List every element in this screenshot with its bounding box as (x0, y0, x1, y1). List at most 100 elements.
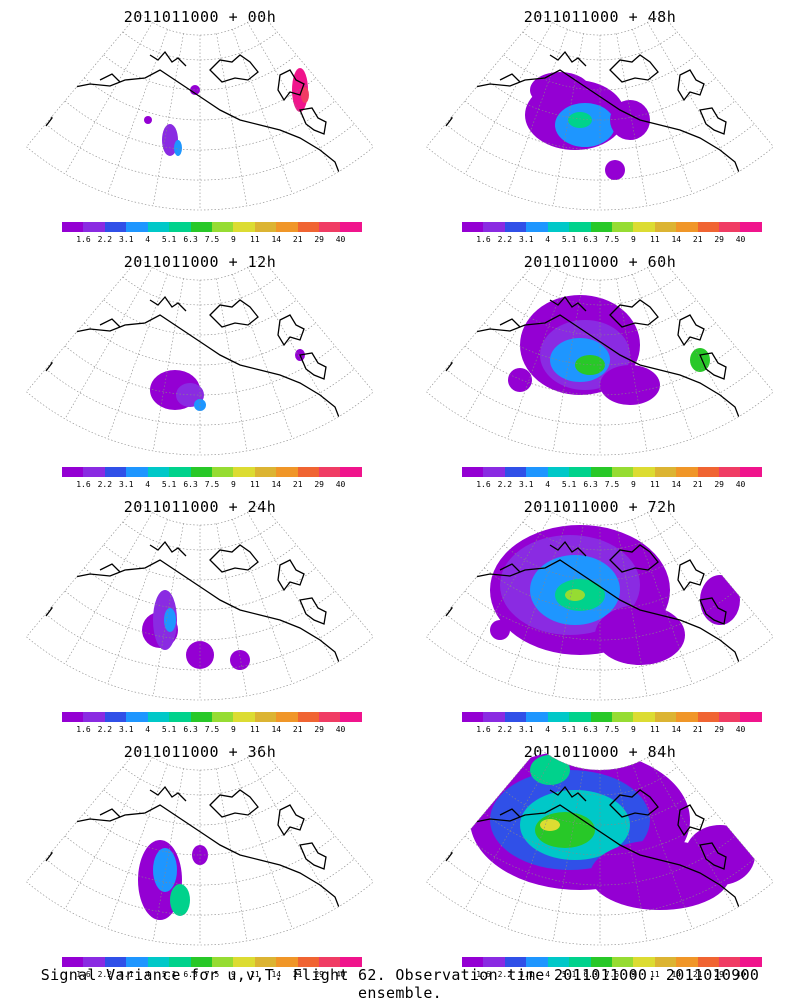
colorbar-swatch (504, 957, 527, 967)
coastline-segment (277, 314, 305, 347)
variance-contour (605, 160, 625, 180)
colorbar-swatch (276, 222, 298, 232)
coastline-segment (699, 842, 727, 870)
colorbar-swatch (633, 712, 655, 722)
panel-title: 2011011000 + 60h (523, 253, 677, 271)
meridian-line (107, 29, 168, 194)
colorbar-swatch (83, 467, 105, 477)
colorbar (462, 222, 762, 232)
colorbar-swatch (526, 957, 548, 967)
colorbar-tick-label: 11 (250, 970, 260, 979)
meridian-line (247, 512, 336, 664)
colorbar-swatch (190, 957, 212, 967)
colorbar-tick-label: 21 (292, 970, 303, 979)
meridian-line (107, 764, 168, 929)
colorbar-swatch (340, 712, 362, 722)
meridian-line (107, 519, 168, 684)
colorbar-tick-label: 14 (671, 725, 682, 734)
panel-title: 2011011000 + 84h (523, 743, 677, 761)
colorbar-tick-label: 4 (145, 480, 151, 489)
colorbar-swatch (462, 467, 484, 477)
colorbar-tick-label: 9 (631, 725, 636, 734)
coastline-segment (99, 73, 121, 83)
meridian-line (26, 747, 140, 882)
parallel-line (445, 858, 755, 916)
meridian-line (507, 29, 568, 194)
panel-title: 2011011000 + 24h (123, 498, 277, 516)
parallel-line (122, 276, 278, 306)
colorbar-tick-label: 6.3 (583, 970, 598, 979)
map-plot (426, 12, 774, 211)
colorbar (462, 467, 762, 477)
meridian-line (660, 747, 774, 882)
meridian-line (552, 523, 584, 696)
colorbar-tick-label: 3.1 (519, 970, 534, 979)
meridian-line (507, 274, 568, 439)
colorbar-swatch (483, 222, 505, 232)
coastline-segment (209, 299, 259, 328)
colorbar-swatch (697, 467, 720, 477)
parallel-line (503, 54, 697, 91)
colorbar-tick-label: 1.6 (476, 970, 491, 979)
parallel-line (538, 12, 662, 36)
colorbar-tick-label: 29 (714, 725, 724, 734)
colorbar-swatch (211, 222, 234, 232)
parallel-line (26, 146, 374, 211)
colorbar-tick-label: 1.6 (476, 725, 491, 734)
colorbar-swatch (654, 467, 677, 477)
graticule (26, 12, 374, 211)
colorbar-tick-label: 29 (714, 970, 724, 979)
colorbar-tick-label: 40 (735, 235, 746, 244)
colorbar-swatch (190, 712, 212, 722)
colorbar-tick-label: 11 (250, 235, 260, 244)
colorbar-swatch (83, 712, 105, 722)
colorbar-swatch (297, 712, 320, 722)
variance-contour (685, 825, 755, 885)
colorbar-tick-label: 40 (735, 970, 746, 979)
parallel-line (522, 766, 678, 796)
colorbar-tick-label: 2.2 (497, 725, 513, 734)
colorbar-swatch (254, 712, 277, 722)
variance-field (138, 840, 208, 920)
colorbar-swatch (654, 957, 677, 967)
coastline-segment (99, 318, 121, 328)
coastline-segment (549, 785, 587, 802)
parallel-line (64, 100, 336, 151)
meridian-line (647, 757, 736, 909)
variance-contour (490, 620, 510, 640)
map-plot (26, 747, 374, 946)
meridian-line (632, 274, 693, 439)
colorbar-swatch (633, 467, 655, 477)
coastline-segment (277, 559, 305, 592)
variance-contour (595, 605, 685, 665)
colorbar-tick-label: 29 (714, 235, 724, 244)
colorbar-tick-label: 5.1 (561, 725, 577, 734)
colorbar-tick-label: 6.3 (583, 235, 598, 244)
parallel-line (464, 590, 736, 641)
colorbar-swatch (569, 222, 591, 232)
variance-contour (565, 589, 585, 601)
parallel-line (64, 345, 336, 396)
colorbar-tick-label: 5.1 (161, 480, 177, 489)
parallel-line (503, 299, 697, 336)
meridian-line (247, 757, 336, 909)
coastline-segment (609, 544, 659, 573)
colorbar-swatch (147, 222, 170, 232)
graticule (26, 257, 374, 456)
meridian-line (647, 22, 736, 174)
colorbar-tick-label: 40 (335, 480, 346, 489)
colorbar-tick-label: 6.3 (183, 480, 198, 489)
map-panel: 2011011000 + 00h 1.6 2.2 3.1 4 5.1 6.3 7.5 9 11 14… (0, 0, 400, 245)
colorbar-tick-label: 4 (545, 235, 551, 244)
colorbar-tick-label: 3.1 (119, 480, 134, 489)
variance-field (142, 590, 250, 670)
parallel-line (445, 613, 755, 671)
parallel-line (426, 881, 774, 946)
colorbar-swatch (547, 467, 570, 477)
meridian-line (464, 757, 553, 909)
colorbar-tick-label: 3.1 (119, 970, 134, 979)
colorbar-swatch (297, 467, 320, 477)
colorbar-swatch (654, 222, 677, 232)
parallel-line (522, 276, 678, 306)
colorbar-tick-label: 2.2 (497, 480, 513, 489)
